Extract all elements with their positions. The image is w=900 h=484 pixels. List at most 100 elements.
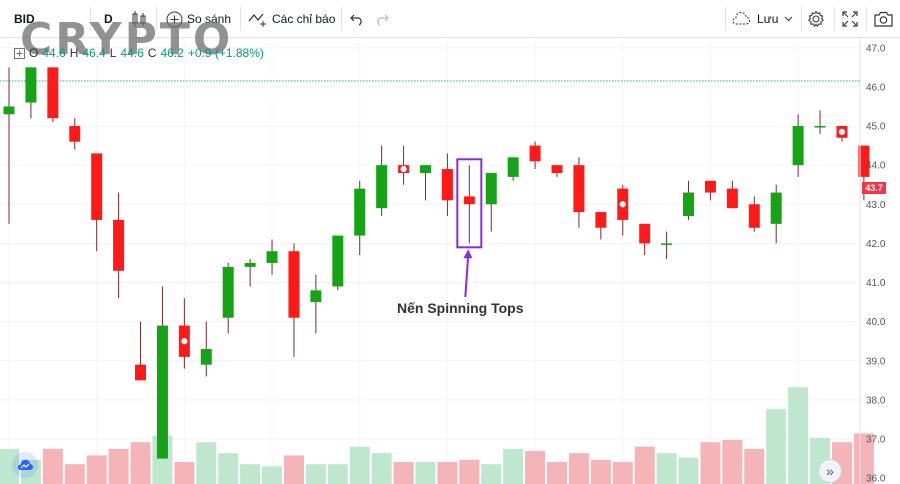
candle-body	[332, 235, 344, 287]
candle-body	[47, 67, 59, 119]
candle-body	[376, 165, 388, 209]
volume-bar	[415, 462, 436, 484]
candle	[135, 321, 147, 381]
price-tick-label: 43.0	[866, 200, 886, 211]
candle	[47, 67, 59, 123]
annotation-arrow	[464, 253, 470, 298]
candle-body	[310, 290, 322, 303]
candle-body	[573, 165, 585, 213]
volume-bar	[108, 448, 129, 484]
candlestick-series	[3, 67, 870, 459]
candle	[661, 231, 673, 260]
candle-body	[113, 219, 125, 271]
volume-bar	[349, 446, 370, 484]
expand-legend-icon[interactable]	[14, 47, 25, 59]
candle	[485, 172, 497, 232]
price-tick-label: 42.0	[866, 239, 886, 250]
candle-body	[266, 251, 278, 263]
gear-icon	[808, 10, 824, 28]
annotation-arrowhead	[463, 249, 473, 259]
open-value: 44.6	[42, 46, 66, 60]
candle	[726, 180, 738, 209]
candle-body	[354, 188, 366, 236]
candle	[178, 298, 190, 369]
volume-bar	[42, 448, 63, 484]
save-button[interactable]: Lưu	[731, 0, 793, 38]
candle-body	[222, 266, 234, 318]
candle-body	[748, 204, 760, 228]
volume-bar	[130, 442, 151, 484]
candle-body	[683, 192, 695, 217]
toolbar-divider	[341, 7, 342, 31]
candle-style-button[interactable]	[131, 0, 147, 38]
candle-body	[288, 251, 300, 318]
candle-body	[726, 188, 738, 209]
compare-button[interactable]: So sánh	[166, 0, 231, 38]
candle	[69, 118, 81, 150]
change-value: +0.9 (+1.88%)	[187, 46, 264, 60]
plus-circle-icon	[166, 11, 183, 27]
candle	[419, 165, 431, 201]
candle	[398, 145, 410, 185]
price-tick-label: 45.0	[866, 122, 886, 133]
candle-body	[529, 145, 541, 162]
candle	[310, 274, 322, 334]
scroll-to-realtime-button[interactable]: »	[818, 459, 842, 483]
chart-toolbar: BID D So sánh Các chỉ báo Lưu	[0, 0, 900, 38]
volume-bar	[371, 453, 392, 484]
toolbar-divider	[801, 7, 802, 31]
price-tick-label: 39.0	[866, 356, 886, 367]
candlestick-icon	[132, 11, 146, 27]
volume-bar	[525, 451, 546, 484]
symbol-label[interactable]: BID	[14, 12, 35, 26]
candle	[617, 184, 629, 236]
interval-button[interactable]: D	[104, 12, 113, 26]
close-value: 46.2	[160, 46, 184, 60]
toolbar-divider	[834, 7, 835, 31]
price-chart[interactable]: 36.0 37.0 38.0 39.0 40.0 41.0 42.0 43.0 44.0 45.0…	[0, 38, 900, 484]
fullscreen-button[interactable]	[842, 0, 858, 38]
tradingview-logo[interactable]	[12, 452, 38, 478]
volume-bar	[547, 462, 567, 484]
settings-button[interactable]	[807, 0, 825, 38]
candle-body	[858, 145, 870, 177]
candle	[748, 196, 760, 232]
candle-body	[135, 364, 147, 381]
candle	[200, 321, 212, 377]
chevron-down-icon	[785, 16, 793, 22]
dividend-marker	[400, 165, 407, 173]
candle-body	[485, 172, 497, 205]
volume-bar	[305, 464, 326, 484]
price-tick-label: 38.0	[866, 395, 886, 406]
undo-button[interactable]	[349, 0, 365, 38]
candle	[704, 180, 716, 201]
indicators-button[interactable]: Các chỉ báo	[248, 0, 335, 38]
candle-body	[91, 153, 103, 220]
candle	[156, 286, 168, 459]
chart-grid	[0, 38, 860, 484]
candle	[463, 165, 475, 244]
volume-bar	[218, 453, 239, 484]
candle-body	[595, 212, 607, 228]
volume-bar	[788, 387, 809, 484]
price-tick-label: 46.0	[866, 82, 886, 93]
double-chevron-right-icon: »	[826, 463, 834, 479]
candle	[683, 180, 695, 220]
candle	[3, 67, 15, 224]
volume-bar	[196, 442, 217, 484]
volume-bar	[0, 448, 19, 484]
toolbar-divider	[725, 7, 726, 31]
save-label: Lưu	[757, 12, 779, 26]
candle	[441, 153, 453, 217]
candle-body	[25, 67, 37, 103]
volume-bar	[481, 464, 502, 484]
candle-body	[704, 180, 716, 193]
screenshot-button[interactable]	[874, 0, 893, 38]
undo-icon	[350, 14, 362, 26]
indicators-label: Các chỉ báo	[272, 12, 336, 26]
low-label: L	[109, 46, 117, 60]
dividend-marker	[619, 201, 627, 208]
cloud-icon	[732, 12, 750, 25]
redo-button[interactable]	[374, 0, 390, 38]
candle	[792, 114, 804, 177]
